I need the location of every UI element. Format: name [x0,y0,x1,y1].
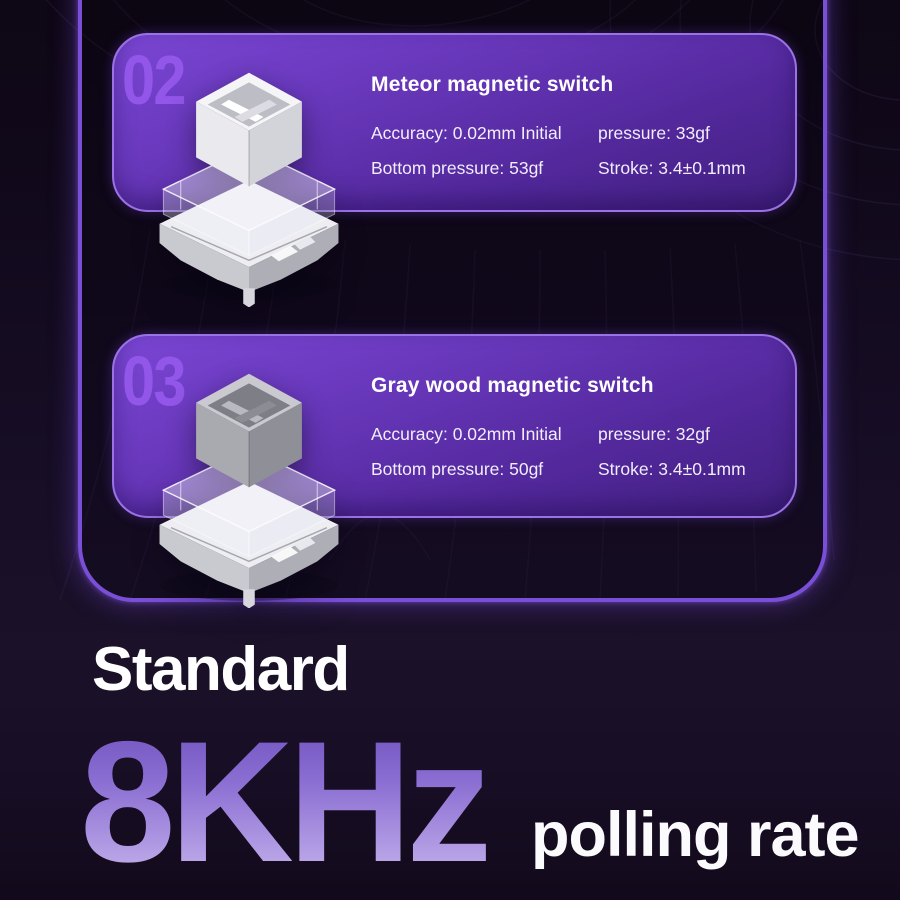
spec-bottom-pressure: Bottom pressure: 50gf [371,459,544,479]
mechanical-switch-image [158,372,340,609]
switch-card-gray-wood: 03 Gray wood magnetic switch Accuracy: 0… [112,334,797,609]
feature-panel: 02 Meteor magnetic switch Accuracy: 0.02… [78,0,827,609]
spec-accuracy: Accuracy: 0.02mm Initial [371,123,562,143]
polling-rate-label: polling rate [531,800,860,870]
polling-rate-value: 8KHz [80,706,492,898]
switch-card-meteor: 02 Meteor magnetic switch Accuracy: 0.02… [112,33,797,308]
card-title: Meteor magnetic switch [371,73,614,96]
card-index-number: 03 [122,342,186,420]
mechanical-switch-image [158,71,340,308]
card-index-number: 02 [122,41,186,119]
card-title: Gray wood magnetic switch [371,374,654,397]
spec-stroke: Stroke: 3.4±0.1mm [598,158,746,178]
spec-initial-pressure: pressure: 32gf [598,424,710,444]
spec-grid: Accuracy: 0.02mm Initial pressure: 32gf … [371,424,781,480]
spec-accuracy: Accuracy: 0.02mm Initial [371,424,562,444]
spec-initial-pressure: pressure: 33gf [598,123,710,143]
standard-label: Standard [92,635,350,704]
spec-grid: Accuracy: 0.02mm Initial pressure: 33gf … [371,123,781,179]
spec-stroke: Stroke: 3.4±0.1mm [598,459,746,479]
spec-bottom-pressure: Bottom pressure: 53gf [371,158,544,178]
